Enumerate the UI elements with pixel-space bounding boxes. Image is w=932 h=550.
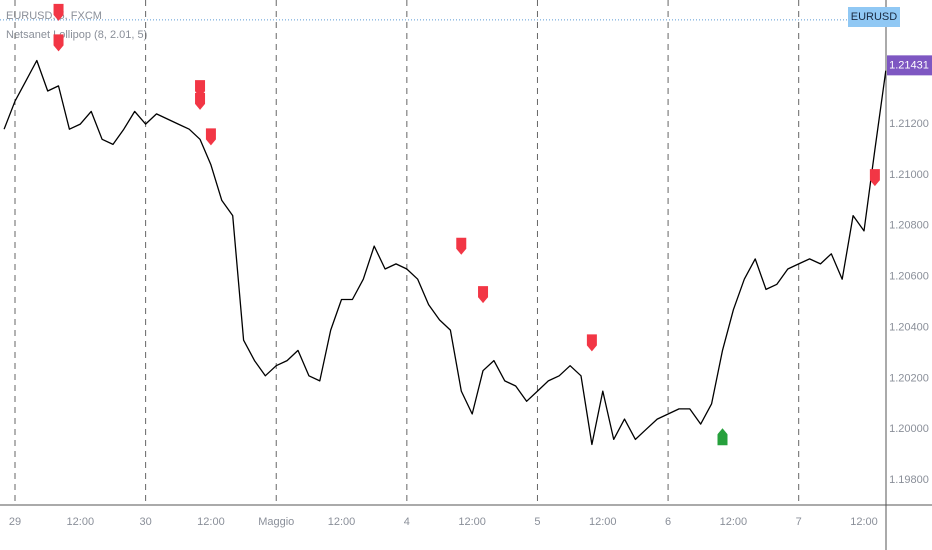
x-tick-label: 7: [796, 516, 802, 528]
symbol-box: [848, 7, 900, 27]
x-tick-label: 6: [665, 516, 671, 528]
signal-marker: [869, 169, 880, 187]
y-tick-label: 1.20400: [889, 321, 929, 333]
y-tick-label: 1.21200: [889, 118, 929, 130]
y-tick-label: 1.21000: [889, 169, 929, 181]
signal-marker: [53, 34, 64, 52]
x-tick-label: 12:00: [197, 516, 225, 528]
signal-marker: [717, 428, 728, 446]
x-tick-label: 12:00: [67, 516, 95, 528]
signal-marker: [456, 237, 467, 255]
price-label: 1.21431: [889, 59, 929, 71]
x-tick-label: 12:00: [720, 516, 748, 528]
x-tick-label: Maggio: [258, 516, 294, 528]
y-tick-label: 1.19800: [889, 474, 929, 486]
x-tick-label: 12:00: [850, 516, 878, 528]
x-tick-label: 29: [9, 516, 21, 528]
x-tick-label: 12:00: [328, 516, 356, 528]
signal-marker: [586, 334, 597, 352]
indicator-label: Netsanet Lollipop (8, 2.01, 5): [6, 29, 147, 41]
x-tick-label: 5: [534, 516, 540, 528]
chart-title: EURUSD, 5, FXCM: [6, 10, 102, 22]
symbol-label: EURUSD: [851, 11, 898, 23]
y-tick-label: 1.20600: [889, 271, 929, 283]
price-box: [887, 55, 932, 76]
signal-marker: [53, 3, 64, 21]
signal-marker: [195, 92, 206, 110]
signal-marker: [478, 286, 489, 304]
price-line: [3, 59, 887, 446]
x-tick-label: 30: [139, 516, 151, 528]
x-tick-label: 4: [404, 516, 410, 528]
signal-marker: [205, 128, 216, 146]
y-tick-label: 1.20200: [889, 372, 929, 384]
y-tick-label: 1.20800: [889, 220, 929, 232]
x-tick-label: 12:00: [458, 516, 486, 528]
x-tick-label: 12:00: [589, 516, 617, 528]
y-tick-label: 1.20000: [889, 423, 929, 435]
